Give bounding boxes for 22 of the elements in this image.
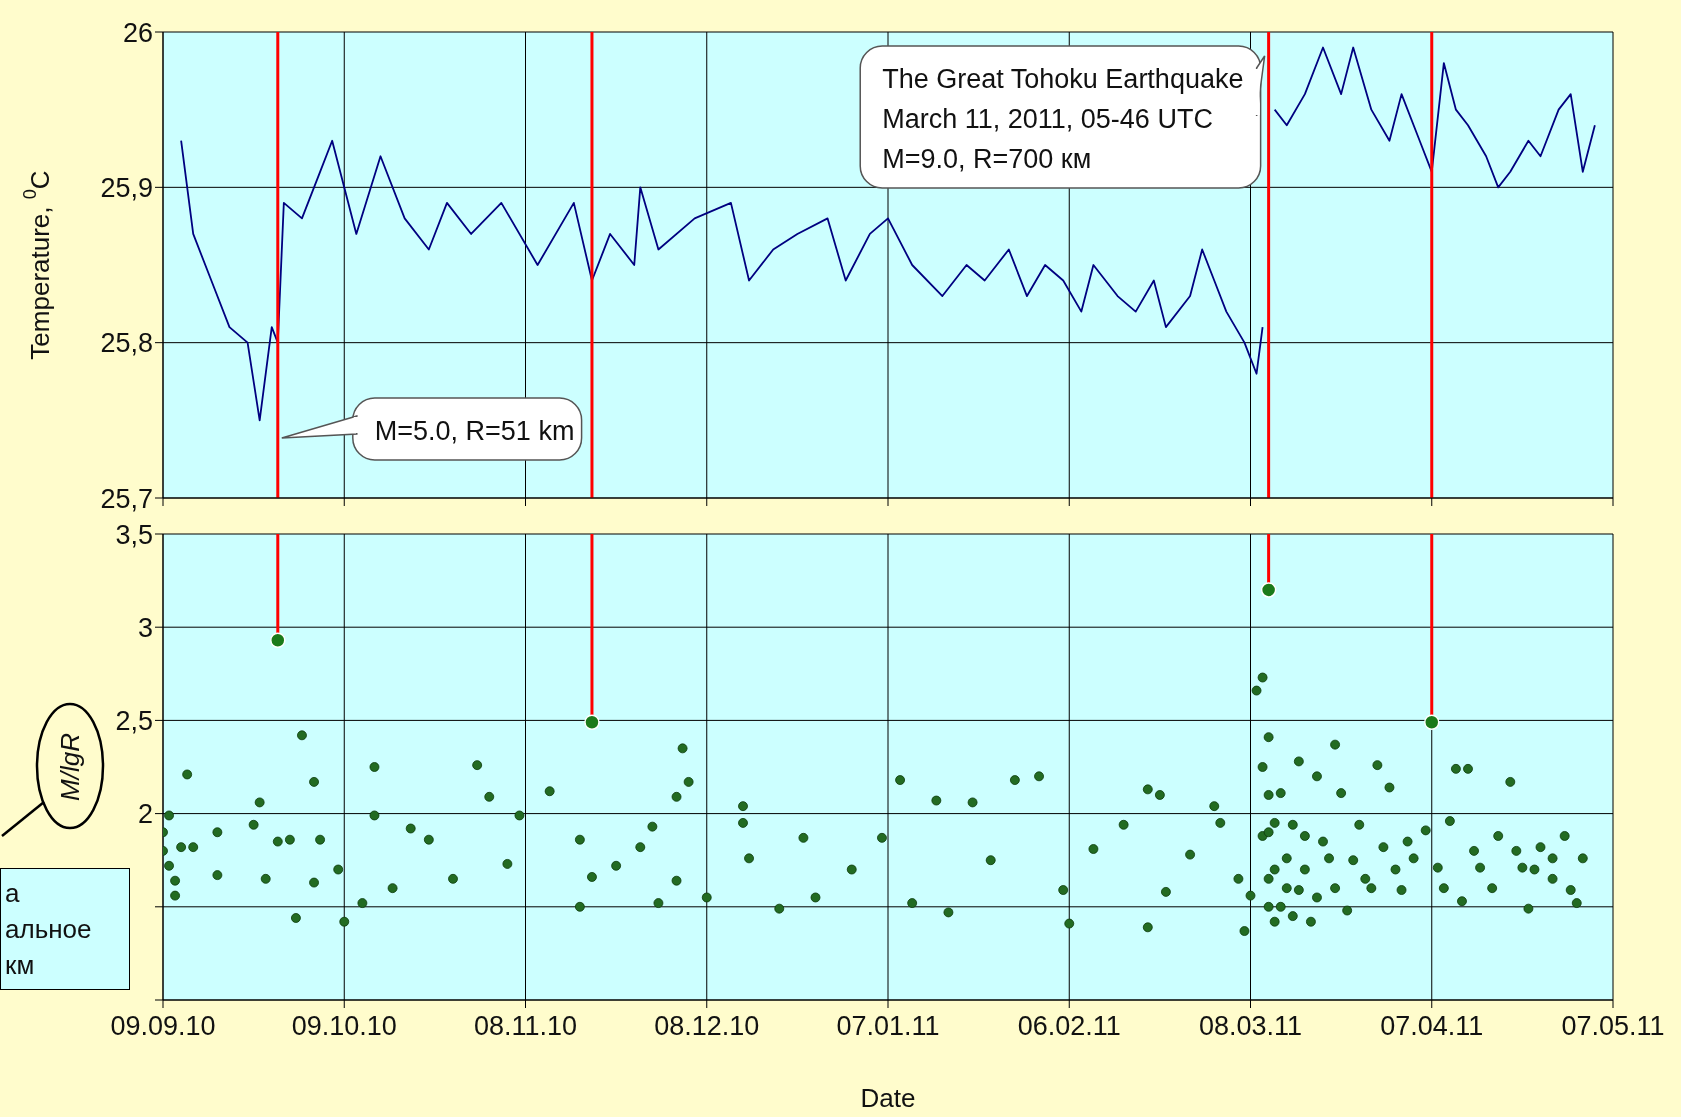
x-tick-label: 07.01.11: [836, 1011, 940, 1042]
y-axis-title: M/lgR: [55, 733, 85, 801]
x-tick-label: 08.03.11: [1198, 1011, 1303, 1042]
x-tick-label: 06.02.11: [1017, 1011, 1121, 1042]
x-tick-label: 08.12.10: [654, 1011, 760, 1042]
y-tick-label: 3: [137, 612, 153, 643]
x-tick-label: 07.05.11: [1561, 1011, 1665, 1042]
y-tick-label: 26: [122, 17, 153, 48]
x-tick-label: 08.11.10: [473, 1011, 578, 1042]
y-tick-label: 25,8: [100, 328, 153, 359]
x-tick-label: 09.09.10: [110, 1011, 216, 1042]
y-tick-label: 2: [137, 799, 153, 830]
ref-line-label: M=5.0, R=51 km: [374, 416, 575, 446]
text: а альное км: [0, 868, 130, 990]
y-tick-label: 25,9: [100, 172, 153, 203]
x-axis-title: Date: [860, 1083, 916, 1113]
x-tick-label: 09.10.10: [291, 1011, 397, 1042]
ref-line-label: The Great Tohoku Earthquake March 11, 2011, 05-46 UTC M=9.0, R=700 км: [882, 64, 1244, 174]
y-tick-label: 2,5: [115, 705, 153, 736]
x-tick-label: 07.04.11: [1380, 1011, 1484, 1042]
y-tick-label: 3,5: [115, 519, 153, 550]
y-tick-label: 25,7: [100, 483, 153, 514]
